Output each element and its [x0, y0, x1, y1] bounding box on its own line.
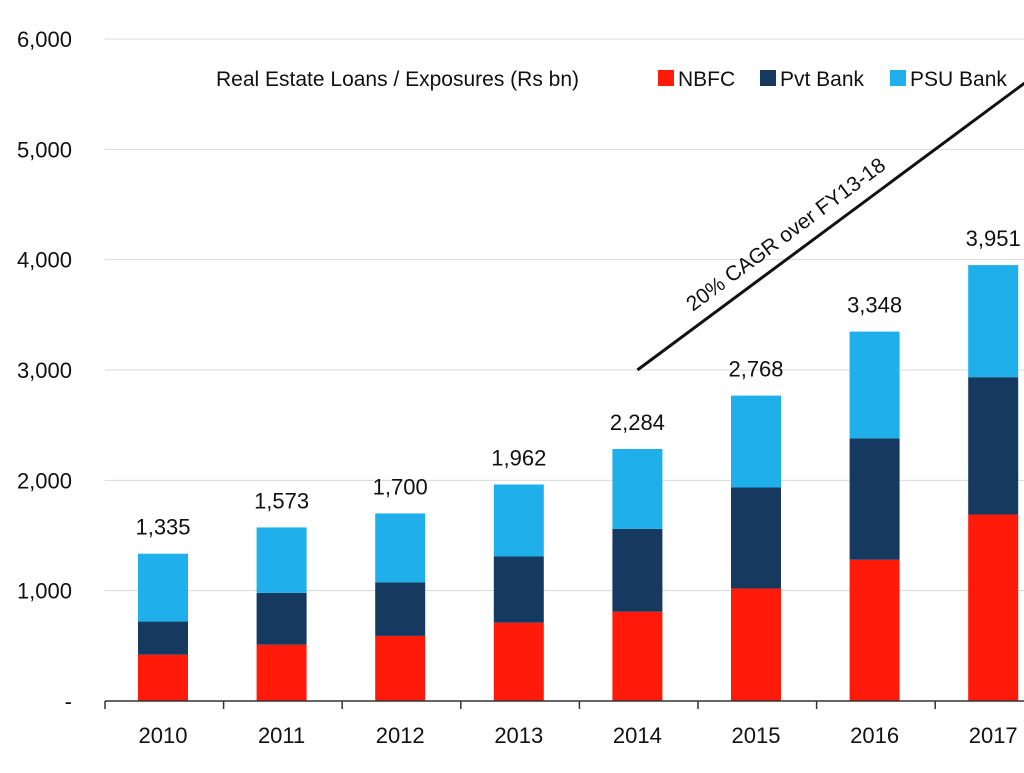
bar-psu-bank-2011	[256, 527, 307, 593]
legend-label-nbfc: NBFC	[678, 68, 735, 91]
x-tick-label-2012: 2012	[376, 723, 425, 748]
y-tick-label: 6,000	[17, 27, 72, 52]
legend-label-psu-bank: PSU Bank	[910, 68, 1007, 91]
y-tick-label: 3,000	[17, 358, 72, 383]
total-label-2013: 1,962	[491, 446, 546, 471]
legend-label-pvt-bank: Pvt Bank	[780, 68, 865, 91]
legend: NBFC Pvt Bank PSU Bank	[658, 68, 1007, 91]
cagr-annotation-text: 20% CAGR over FY13-18	[682, 154, 890, 316]
legend-swatch-psu-bank	[890, 70, 906, 86]
bar-pvt-bank-2011	[256, 592, 307, 645]
total-label-2017: 3,951	[966, 226, 1021, 251]
total-label-2015: 2,768	[728, 357, 783, 382]
bar-pvt-bank-2013	[493, 556, 544, 623]
chart-title: Real Estate Loans / Exposures (Rs bn)	[216, 68, 579, 91]
y-tick-label: -	[65, 689, 72, 714]
total-label-2016: 3,348	[847, 293, 902, 318]
total-label-2014: 2,284	[610, 410, 665, 435]
bar-nbfc-2012	[375, 635, 426, 701]
bar-pvt-bank-2012	[375, 582, 426, 636]
bar-psu-bank-2012	[375, 513, 426, 583]
bar-psu-bank-2014	[612, 448, 663, 529]
bar-pvt-bank-2016	[849, 438, 900, 560]
x-tick-label-2016: 2016	[850, 723, 899, 748]
bars	[138, 265, 1019, 701]
cagr-trend-line	[636, 81, 1024, 372]
y-tick-label: 1,000	[17, 579, 72, 604]
legend-swatch-pvt-bank	[760, 70, 776, 86]
legend-swatch-nbfc	[658, 70, 674, 86]
total-label-2010: 1,335	[135, 515, 190, 540]
y-tick-label: 5,000	[17, 137, 72, 162]
total-label-2011: 1,573	[254, 488, 309, 513]
total-labels: 1,335 1,573 1,700 1,962 2,284 2,768 3,348 3,951	[135, 226, 1020, 540]
bar-pvt-bank-2010	[138, 621, 188, 655]
bar-psu-bank-2013	[493, 484, 544, 557]
bar-nbfc-2010	[138, 654, 188, 701]
x-tick-label-2010: 2010	[139, 723, 188, 748]
bar-nbfc-2013	[493, 622, 544, 701]
y-tick-label: 2,000	[17, 468, 72, 493]
x-tick-label-2017: 2017	[969, 723, 1018, 748]
bar-pvt-bank-2015	[731, 487, 781, 589]
bar-pvt-bank-2014	[612, 528, 663, 612]
y-tick-label: 4,000	[17, 248, 72, 273]
bar-psu-bank-2016	[849, 331, 900, 439]
bar-nbfc-2014	[612, 611, 663, 701]
bar-nbfc-2016	[849, 559, 900, 701]
bar-nbfc-2015	[731, 588, 781, 701]
bar-pvt-bank-2017	[968, 377, 1019, 515]
x-tick-label-2015: 2015	[732, 723, 781, 748]
x-tick-label-2014: 2014	[613, 723, 662, 748]
bar-psu-bank-2017	[968, 265, 1019, 378]
x-tick-label-2013: 2013	[494, 723, 543, 748]
axes: - 1,000 2,000 3,000 4,000 5,000 6,000 2010 2011 2…	[17, 27, 1024, 748]
bar-psu-bank-2015	[731, 395, 781, 488]
bar-psu-bank-2010	[138, 553, 188, 622]
x-tick-label-2011: 2011	[258, 723, 305, 748]
total-label-2012: 1,700	[373, 474, 428, 499]
bar-nbfc-2011	[256, 644, 307, 701]
bar-nbfc-2017	[968, 514, 1019, 701]
